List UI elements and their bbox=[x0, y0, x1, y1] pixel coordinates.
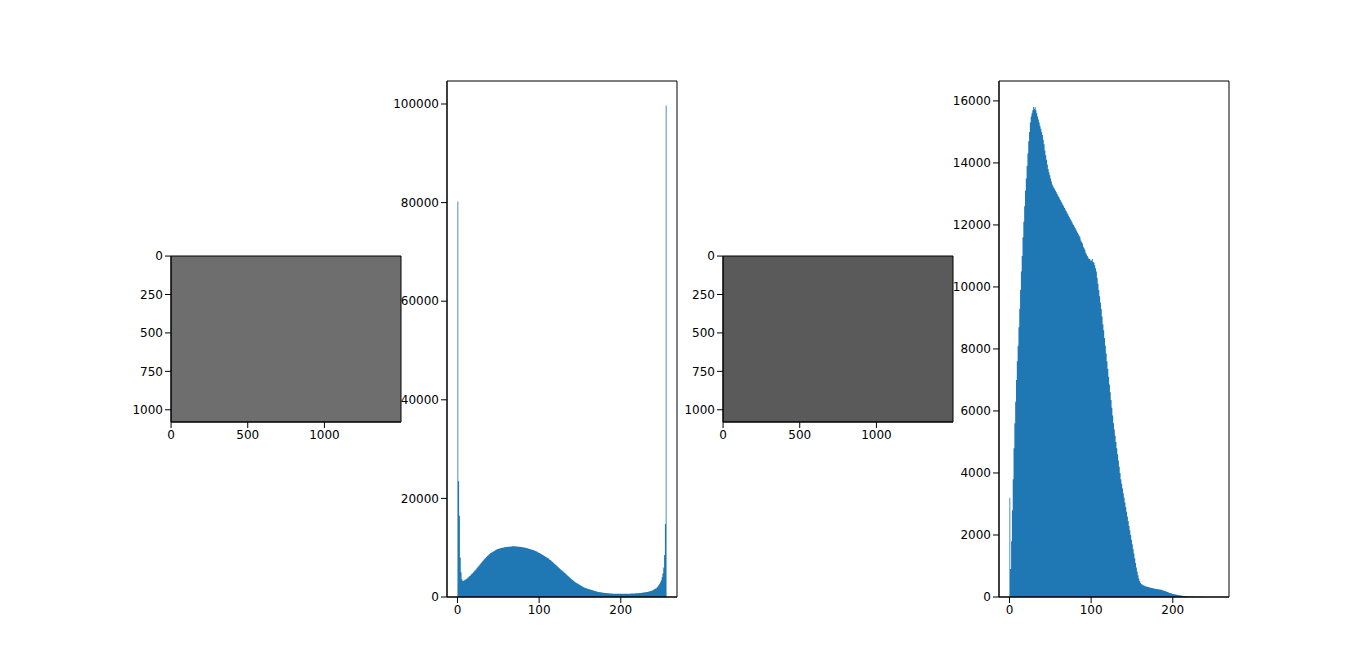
svg-text:500: 500 bbox=[140, 326, 163, 340]
svg-text:0: 0 bbox=[155, 249, 163, 263]
svg-text:0: 0 bbox=[719, 428, 727, 442]
svg-text:750: 750 bbox=[692, 365, 715, 379]
svg-text:14000: 14000 bbox=[953, 156, 991, 170]
svg-text:10000: 10000 bbox=[953, 280, 991, 294]
svg-text:1000: 1000 bbox=[309, 428, 340, 442]
svg-text:8000: 8000 bbox=[960, 342, 991, 356]
svg-text:250: 250 bbox=[140, 288, 163, 302]
svg-text:1000: 1000 bbox=[684, 403, 715, 417]
svg-text:500: 500 bbox=[236, 428, 259, 442]
svg-text:6000: 6000 bbox=[960, 404, 991, 418]
svg-text:4000: 4000 bbox=[960, 466, 991, 480]
svg-text:0: 0 bbox=[1006, 603, 1014, 617]
svg-text:2000: 2000 bbox=[960, 528, 991, 542]
svg-text:60000: 60000 bbox=[401, 294, 439, 308]
svg-text:500: 500 bbox=[692, 326, 715, 340]
svg-text:40000: 40000 bbox=[401, 393, 439, 407]
svg-text:80000: 80000 bbox=[401, 196, 439, 210]
svg-text:20000: 20000 bbox=[401, 492, 439, 506]
svg-text:750: 750 bbox=[140, 365, 163, 379]
svg-text:100000: 100000 bbox=[393, 97, 439, 111]
svg-text:250: 250 bbox=[692, 288, 715, 302]
svg-text:0: 0 bbox=[707, 249, 715, 263]
svg-text:1000: 1000 bbox=[132, 403, 163, 417]
svg-text:200: 200 bbox=[1161, 603, 1184, 617]
svg-text:0: 0 bbox=[431, 590, 439, 604]
svg-text:0: 0 bbox=[167, 428, 175, 442]
svg-text:100: 100 bbox=[528, 603, 551, 617]
svg-text:500: 500 bbox=[788, 428, 811, 442]
svg-text:1000: 1000 bbox=[861, 428, 892, 442]
svg-text:16000: 16000 bbox=[953, 94, 991, 108]
svg-text:0: 0 bbox=[983, 590, 991, 604]
svg-text:100: 100 bbox=[1080, 603, 1103, 617]
svg-text:12000: 12000 bbox=[953, 218, 991, 232]
svg-text:0: 0 bbox=[454, 603, 462, 617]
svg-text:200: 200 bbox=[609, 603, 632, 617]
